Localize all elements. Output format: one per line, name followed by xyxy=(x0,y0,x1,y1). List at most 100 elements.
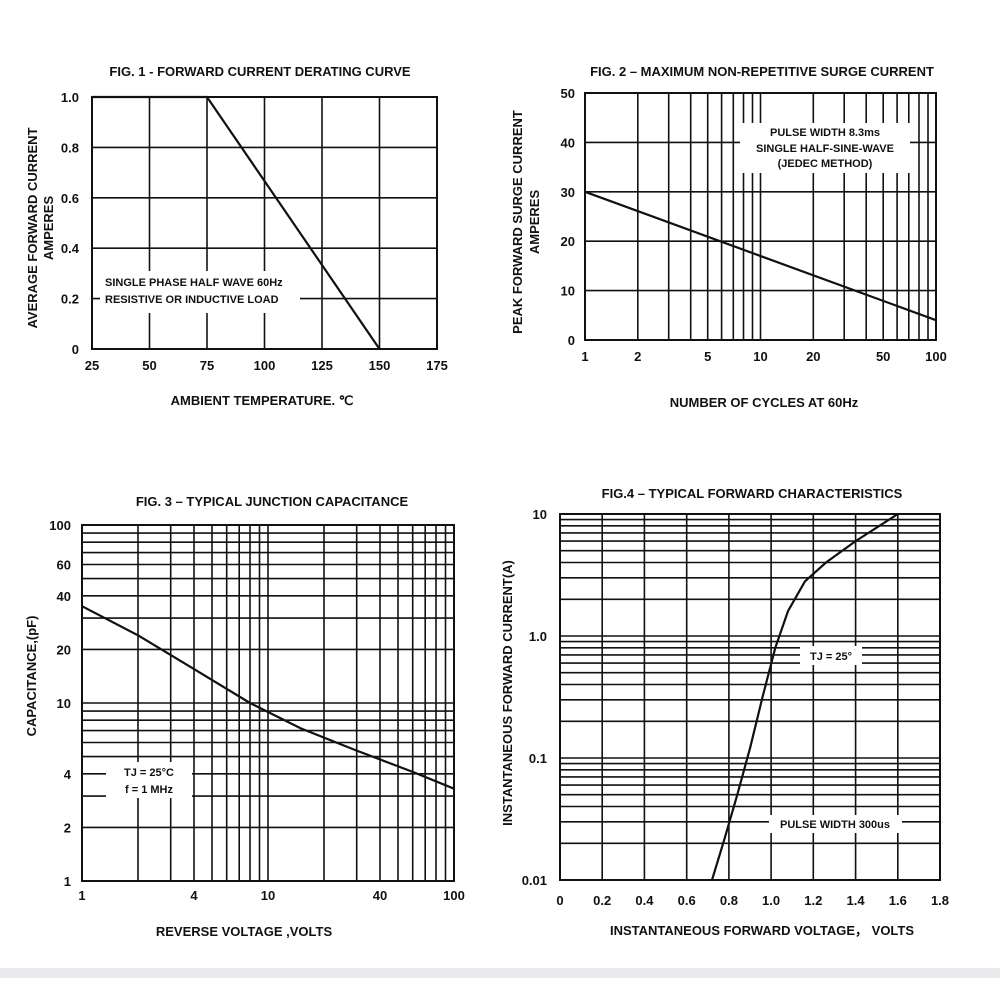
fig4-y-ticks: 0.01 0.1 1.0 10 xyxy=(522,507,547,888)
fig2-y-tick-label: 30 xyxy=(561,185,575,200)
fig3-y-ticks: 1 2 4 10 20 40 60 100 xyxy=(49,518,71,889)
fig3-chart: FIG. 3 – TYPICAL JUNCTION CAPACITANCE TJ… xyxy=(24,494,465,939)
fig3-plot-frame xyxy=(81,524,455,882)
fig2-annotation-2: SINGLE HALF-SINE-WAVE xyxy=(756,143,894,155)
fig4-x-ticks: 0 0.2 0.4 0.6 0.8 1.0 1.2 1.4 1.6 1.8 xyxy=(556,893,949,908)
fig3-title: FIG. 3 – TYPICAL JUNCTION CAPACITANCE xyxy=(136,494,409,509)
fig4-x-tick-label: 1.6 xyxy=(889,893,907,908)
fig4-y-tick-label: 0.01 xyxy=(522,873,547,888)
fig2-y-ticks: 0 10 20 30 40 50 xyxy=(561,86,575,348)
fig4-x-tick-label: 1.4 xyxy=(847,893,866,908)
fig3-y-tick-label: 10 xyxy=(57,696,71,711)
fig2-x-tick-label: 10 xyxy=(753,349,767,364)
fig1-x-tick-label: 100 xyxy=(254,358,276,373)
fig4-y-tick-label: 0.1 xyxy=(529,751,547,766)
fig4-y-tick-label: 1.0 xyxy=(529,629,547,644)
fig4-plot-frame xyxy=(559,513,941,881)
fig1-y-axis-label-2: AMPERES xyxy=(41,196,56,261)
fig2-annotation-1: PULSE WIDTH 8.3ms xyxy=(770,127,880,139)
fig2-y-tick-label: 50 xyxy=(561,86,575,101)
fig2-y-tick-label: 0 xyxy=(568,333,575,348)
fig2-x-axis-label: NUMBER OF CYCLES AT 60Hz xyxy=(670,395,859,410)
bottom-strip xyxy=(0,968,1000,978)
fig2-y-axis-label-2: AMPERES xyxy=(527,190,542,255)
fig3-y-tick-label: 60 xyxy=(57,558,71,573)
fig4-annotation-1: TJ = 25° xyxy=(810,651,852,663)
fig1-x-axis-label: AMBIENT TEMPERATURE. ℃ xyxy=(171,393,354,408)
fig2-x-tick-label: 50 xyxy=(876,349,890,364)
fig4-annotation-2-box xyxy=(769,815,902,833)
fig4-x-tick-label: 0.8 xyxy=(720,893,738,908)
fig3-x-axis-label: REVERSE VOLTAGE ,VOLTS xyxy=(156,924,333,939)
fig3-x-ticks: 1 4 10 40 100 xyxy=(78,888,464,903)
fig3-y-tick-label: 4 xyxy=(64,767,72,782)
fig1-x-ticks: 25 50 75 100 125 150 175 xyxy=(85,358,448,373)
fig2-x-tick-label: 100 xyxy=(925,349,947,364)
fig4-x-tick-label: 1.8 xyxy=(931,893,949,908)
fig3-annotation-2: f = 1 MHz xyxy=(125,784,173,796)
fig1-x-tick-label: 50 xyxy=(142,358,156,373)
fig4-annotation-2: PULSE WIDTH 300us xyxy=(780,819,890,831)
fig4-x-tick-label: 1.0 xyxy=(762,893,780,908)
fig4-x-axis-label: INSTANTANEOUS FORWARD VOLTAGE， VOLTS xyxy=(610,923,914,938)
fig1-annotation-1: SINGLE PHASE HALF WAVE 60Hz xyxy=(105,277,283,289)
fig2-x-ticks: 1 2 5 10 20 50 100 xyxy=(581,349,946,364)
fig2-annotation-3: (JEDEC METHOD) xyxy=(778,158,873,170)
fig4-y-axis-label: INSTANTANEOUS FORWARD CURRENT(A) xyxy=(500,560,515,826)
fig1-annotation-box xyxy=(100,271,300,313)
fig3-annotation-1: TJ = 25°C xyxy=(124,767,174,779)
fig4-annotation-1-box xyxy=(800,646,862,665)
fig1-y-tick-label: 0.2 xyxy=(61,292,79,307)
fig2-x-tick-label: 20 xyxy=(806,349,820,364)
fig2-x-tick-label: 2 xyxy=(634,349,641,364)
fig1-annotation-2: RESISTIVE OR INDUCTIVE LOAD xyxy=(105,294,279,306)
fig4-x-tick-label: 0 xyxy=(556,893,563,908)
fig1-y-tick-label: 0.4 xyxy=(61,241,80,256)
fig2-chart: FIG. 2 – MAXIMUM NON-REPETITIVE SURGE CU… xyxy=(510,64,947,410)
fig4-chart: FIG.4 – TYPICAL FORWARD CHARACTERISTICS … xyxy=(500,486,949,938)
fig4-x-tick-label: 0.2 xyxy=(593,893,611,908)
fig2-surge-curve xyxy=(584,190,937,322)
fig2-plot-frame xyxy=(584,92,937,341)
fig2-y-tick-label: 10 xyxy=(561,284,575,299)
fig1-y-tick-label: 1.0 xyxy=(61,90,79,105)
fig1-x-tick-label: 125 xyxy=(311,358,333,373)
fig3-annotation-box xyxy=(106,762,192,798)
fig1-curve-group xyxy=(92,95,381,350)
fig3-y-tick-label: 40 xyxy=(57,589,71,604)
fig3-x-tick-label: 4 xyxy=(190,888,198,903)
fig2-title: FIG. 2 – MAXIMUM NON-REPETITIVE SURGE CU… xyxy=(590,64,934,79)
fig1-x-tick-label: 25 xyxy=(85,358,99,373)
fig3-capacitance-curve xyxy=(81,605,455,790)
fig3-grid xyxy=(81,524,455,882)
fig3-x-tick-label: 1 xyxy=(78,888,85,903)
fig3-y-tick-label: 20 xyxy=(57,642,71,657)
fig2-y-tick-label: 40 xyxy=(561,135,575,150)
fig1-y-axis-label-1: AVERAGE FORWARD CURRENT xyxy=(25,127,40,328)
fig3-x-tick-label: 100 xyxy=(443,888,465,903)
fig3-x-tick-label: 10 xyxy=(261,888,275,903)
fig2-x-tick-label: 1 xyxy=(581,349,588,364)
fig4-forward-curve xyxy=(710,513,899,881)
fig3-y-tick-label: 1 xyxy=(64,874,71,889)
fig1-x-tick-label: 175 xyxy=(426,358,448,373)
fig2-x-tick-label: 5 xyxy=(704,349,711,364)
fig3-y-tick-label: 2 xyxy=(64,820,71,835)
fig2-curve-group xyxy=(584,190,937,322)
fig3-x-tick-label: 40 xyxy=(373,888,387,903)
fig2-y-tick-label: 20 xyxy=(561,234,575,249)
fig4-title: FIG.4 – TYPICAL FORWARD CHARACTERISTICS xyxy=(602,486,903,501)
fig4-x-tick-label: 0.4 xyxy=(635,893,654,908)
fig4-x-tick-label: 0.6 xyxy=(678,893,696,908)
fig1-y-tick-label: 0.8 xyxy=(61,140,79,155)
fig1-title: FIG. 1 - FORWARD CURRENT DERATING CURVE xyxy=(109,64,411,79)
fig2-annotation-box xyxy=(740,123,910,173)
fig4-y-tick-label: 10 xyxy=(533,507,547,522)
fig1-chart: FIG. 1 - FORWARD CURRENT DERATING CURVE … xyxy=(25,64,448,408)
fig3-y-tick-label: 100 xyxy=(49,518,71,533)
fig1-x-tick-label: 75 xyxy=(200,358,214,373)
fig1-y-tick-label: 0 xyxy=(72,342,79,357)
fig3-y-axis-label: CAPACITANCE,(pF) xyxy=(24,616,39,737)
